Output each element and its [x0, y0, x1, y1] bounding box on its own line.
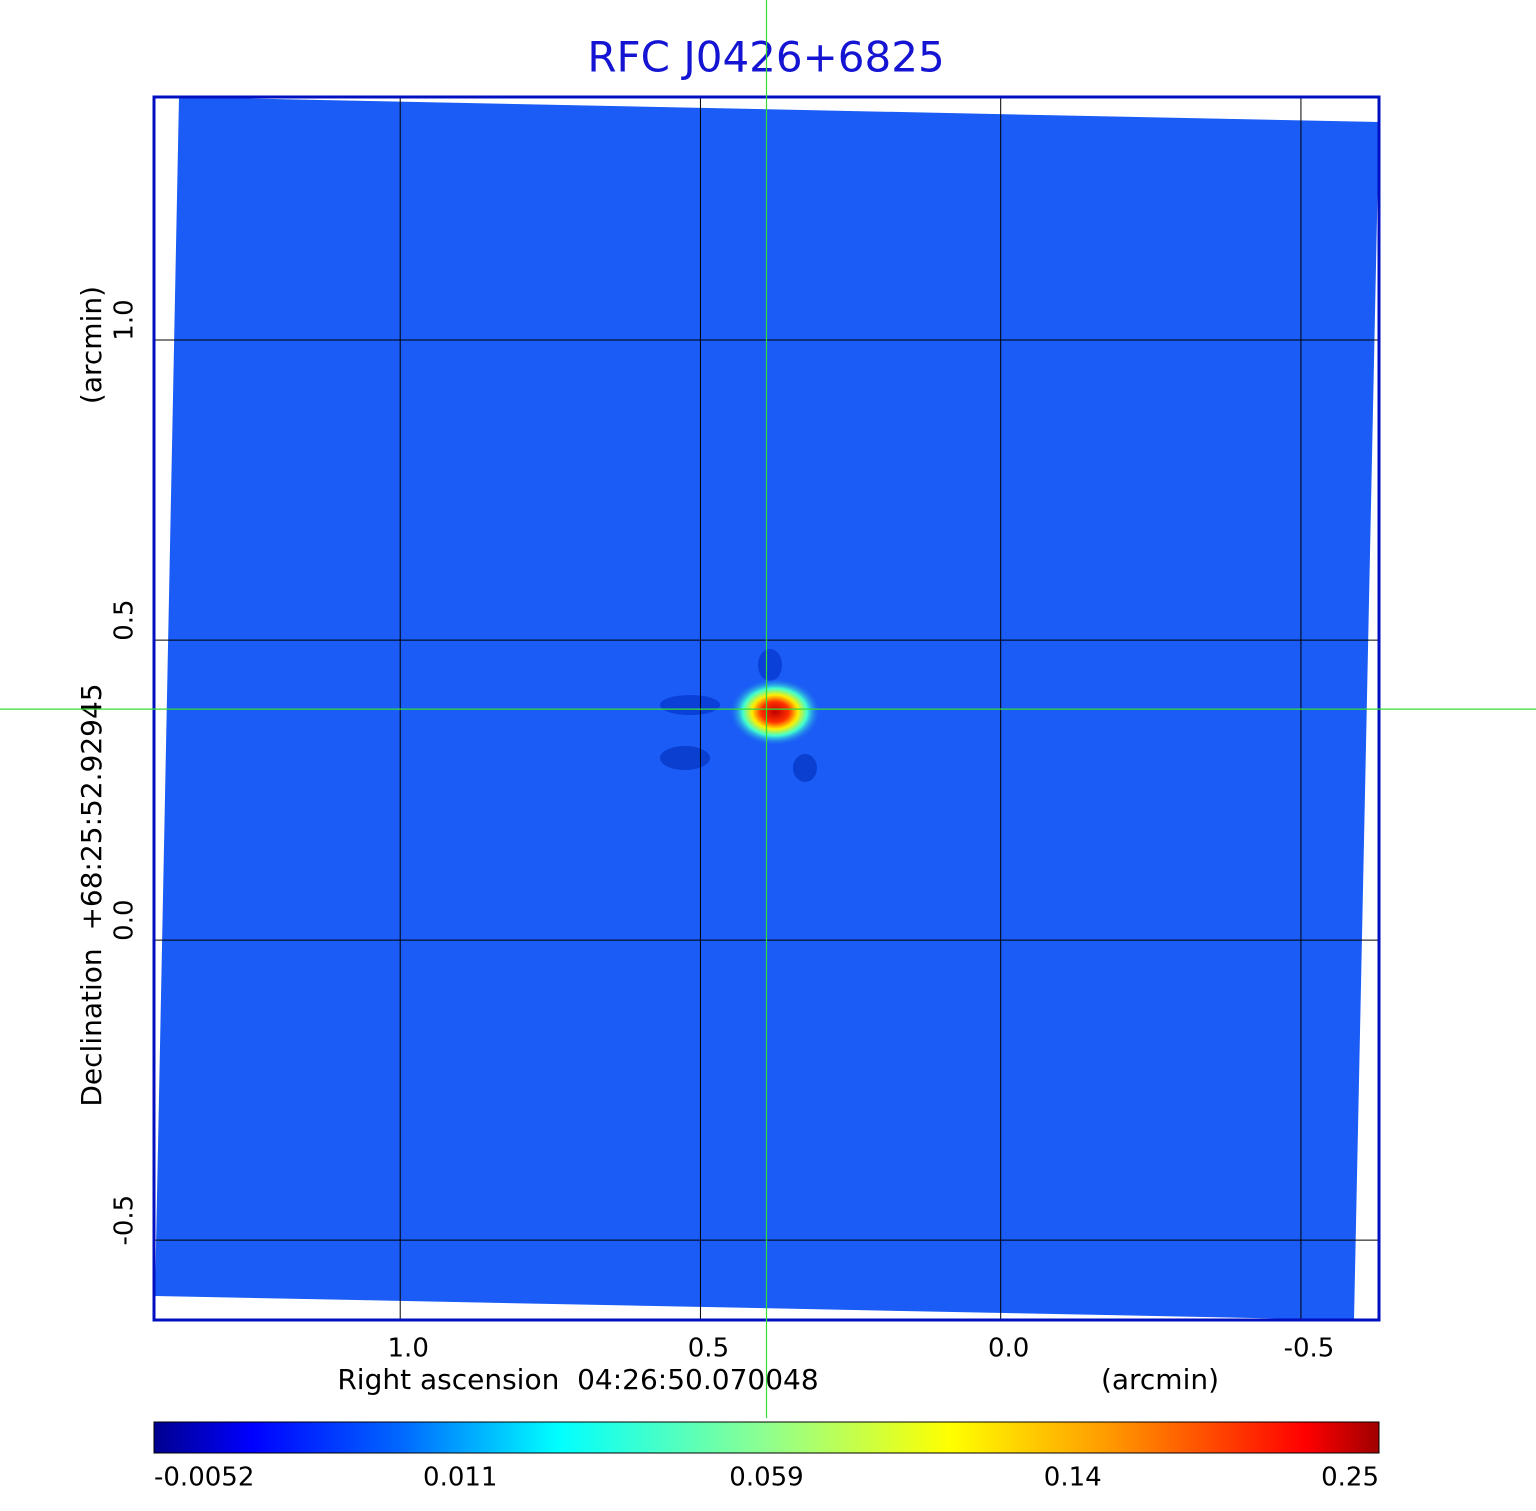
- sidelobe: [758, 649, 782, 681]
- colorbar-tick-label: 0.25: [1321, 1463, 1379, 1493]
- sidelobe: [793, 754, 817, 782]
- colorbar-tick-label: 0.011: [423, 1463, 497, 1493]
- colorbar-tick-label: -0.0052: [154, 1463, 254, 1493]
- y-axis-unit: (arcmin): [75, 286, 108, 404]
- x-tick-label: -0.5: [1284, 1334, 1335, 1364]
- x-tick-label: 0.5: [688, 1334, 729, 1364]
- x-tick-label: 1.0: [388, 1334, 429, 1364]
- colorbar-tick-label: 0.059: [729, 1463, 803, 1493]
- x-tick-label: 0.0: [988, 1334, 1029, 1364]
- y-tick-label: 1.0: [110, 299, 140, 340]
- y-tick-label: 0.0: [110, 899, 140, 940]
- x-axis-label: Right ascension 04:26:50.070048: [337, 1363, 818, 1396]
- y-tick-label: -0.5: [110, 1195, 140, 1246]
- x-axis-unit: (arcmin): [1101, 1363, 1219, 1396]
- colorbar-tick-label: 0.14: [1044, 1463, 1102, 1493]
- source: [729, 678, 821, 746]
- y-axis-label: Declination +68:25:52.92945: [75, 683, 108, 1106]
- sidelobe: [660, 695, 720, 715]
- y-tick-label: 0.5: [110, 599, 140, 640]
- sidelobe: [660, 746, 710, 770]
- colorbar: [153, 1421, 1380, 1454]
